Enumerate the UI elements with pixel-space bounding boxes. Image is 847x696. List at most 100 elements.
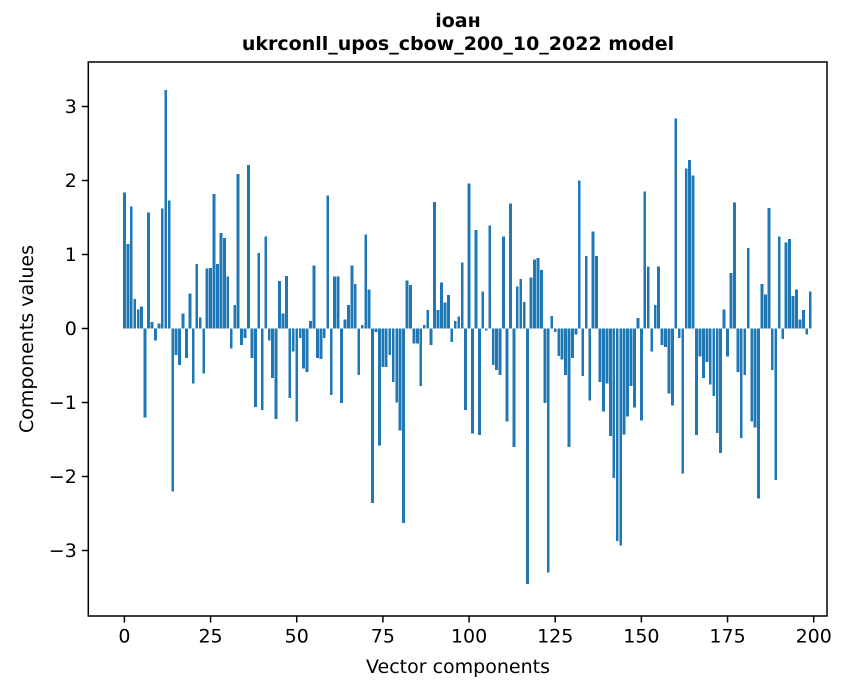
bar	[722, 309, 726, 329]
bar	[667, 328, 671, 394]
bar	[388, 328, 392, 356]
bar	[250, 328, 254, 359]
x-tick-label: 50	[285, 626, 309, 648]
bar	[443, 302, 447, 329]
bar	[650, 328, 654, 352]
bar	[312, 265, 316, 329]
bar	[191, 328, 195, 384]
bar	[126, 244, 130, 329]
bar	[533, 259, 536, 329]
bar	[488, 225, 492, 329]
bar	[147, 212, 150, 329]
bar	[360, 324, 364, 329]
bar	[474, 230, 478, 329]
bar	[560, 328, 564, 360]
bar	[712, 328, 716, 396]
bar	[798, 319, 802, 329]
bar	[140, 306, 144, 329]
bar	[591, 231, 595, 329]
bar	[498, 328, 502, 376]
bar	[567, 328, 571, 447]
bar	[322, 328, 326, 339]
bar	[381, 328, 385, 367]
bar	[216, 264, 219, 329]
bar	[350, 265, 354, 329]
bar	[446, 295, 450, 329]
bar	[402, 328, 405, 524]
bar	[736, 328, 740, 373]
bar	[653, 304, 657, 329]
x-tick-label: 25	[198, 626, 222, 648]
bar	[477, 328, 481, 436]
bar	[698, 328, 702, 357]
bar	[450, 328, 454, 342]
x-axis-label: Vector components	[366, 656, 550, 678]
bar	[619, 328, 623, 546]
bar	[419, 328, 423, 387]
bar	[302, 328, 306, 369]
x-tick-label: 175	[709, 626, 745, 648]
bar	[319, 328, 323, 359]
bar	[574, 328, 578, 335]
bar	[581, 328, 585, 376]
bar	[777, 236, 781, 329]
bar	[181, 313, 185, 329]
bar	[805, 328, 809, 335]
bar	[409, 284, 412, 329]
bar	[733, 202, 736, 329]
bar	[233, 304, 237, 329]
bar	[212, 193, 216, 329]
y-tick-label: 1	[65, 244, 77, 266]
bar	[691, 175, 695, 329]
bar	[808, 291, 812, 329]
bar	[564, 328, 567, 376]
bar	[340, 328, 343, 404]
bar	[522, 301, 526, 329]
bar	[674, 118, 678, 329]
bar	[178, 328, 181, 365]
bar	[188, 293, 192, 329]
bar	[316, 328, 319, 359]
bar	[174, 328, 178, 356]
bar	[801, 310, 805, 329]
bar	[226, 276, 230, 329]
bar	[543, 328, 547, 404]
bar	[584, 255, 588, 329]
bar	[577, 180, 581, 329]
bar	[160, 208, 164, 329]
bar	[608, 328, 612, 436]
bar	[267, 328, 271, 341]
bar	[281, 313, 285, 329]
bar	[433, 201, 436, 329]
bar	[347, 304, 350, 329]
bar	[371, 328, 374, 504]
bar	[657, 266, 661, 329]
bar	[209, 267, 212, 329]
bar	[464, 328, 467, 410]
bar	[557, 328, 561, 356]
bar	[219, 233, 223, 329]
bar	[257, 253, 261, 329]
bar	[229, 328, 233, 349]
bar	[405, 280, 409, 329]
bar	[795, 289, 798, 329]
bar	[253, 328, 257, 407]
bar	[784, 242, 788, 329]
bar	[305, 328, 309, 373]
bar	[781, 328, 785, 339]
bar	[684, 168, 688, 329]
bar	[329, 328, 333, 396]
bar	[378, 328, 381, 446]
bar	[774, 328, 778, 481]
bar	[615, 328, 619, 541]
bar	[367, 289, 371, 329]
bar	[422, 324, 426, 329]
bar	[309, 321, 312, 329]
bar	[247, 164, 250, 329]
bar	[374, 328, 378, 333]
y-axis-label: Components values	[16, 244, 38, 434]
bar	[764, 294, 767, 329]
bar	[536, 258, 540, 329]
